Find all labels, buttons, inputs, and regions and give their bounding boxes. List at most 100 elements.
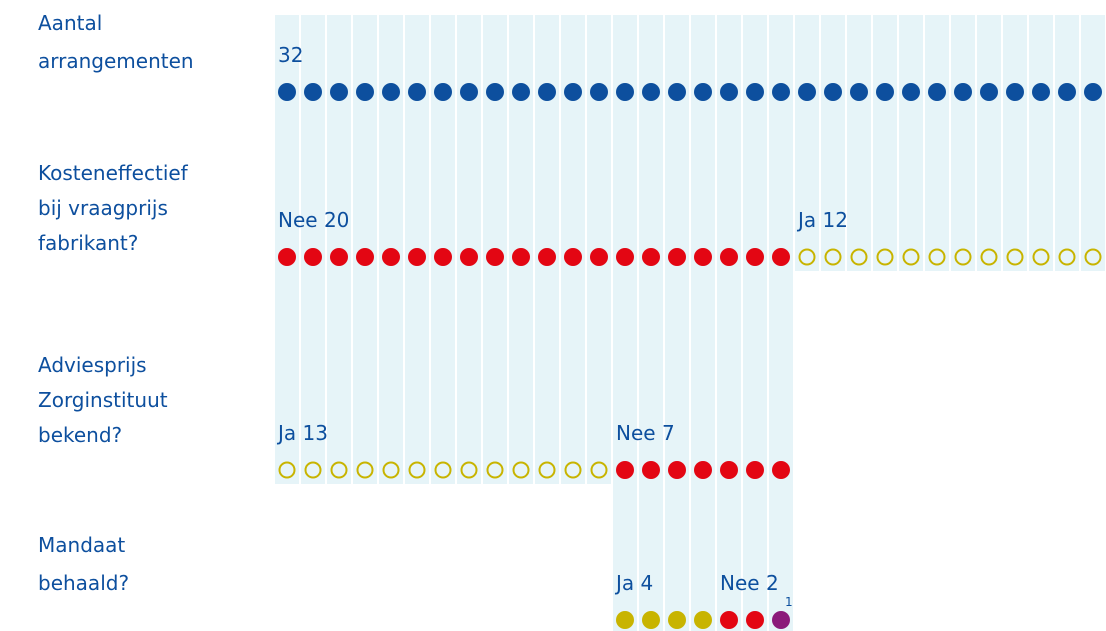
dot: [460, 248, 478, 266]
dot: [1006, 83, 1024, 101]
group-name: Nee: [616, 421, 656, 445]
dot: [304, 83, 322, 101]
dot: [1006, 248, 1024, 266]
row-label: Aantal: [38, 11, 102, 35]
dot: [434, 248, 452, 266]
dot: [304, 461, 322, 479]
dot: [746, 83, 764, 101]
dot: [824, 83, 842, 101]
dot: [850, 83, 868, 101]
dot: [928, 248, 946, 266]
stripe: [613, 15, 637, 631]
dot: [694, 611, 712, 629]
stripe: [1003, 15, 1027, 271]
dot: [382, 248, 400, 266]
stripe: [691, 15, 715, 631]
group-count: 4: [641, 571, 654, 595]
dot: [772, 83, 790, 101]
dot: [798, 83, 816, 101]
group-count: 13: [303, 421, 328, 445]
dot: [668, 461, 686, 479]
dot: [720, 461, 738, 479]
dot: [720, 83, 738, 101]
dot: [564, 248, 582, 266]
stripe: [873, 15, 897, 271]
group-count: 7: [662, 421, 675, 445]
dot: [876, 248, 894, 266]
row-label: Adviesprijs: [38, 353, 147, 377]
dot: [980, 83, 998, 101]
dot: [954, 248, 972, 266]
dot: [408, 248, 426, 266]
stripe: [977, 15, 1001, 271]
group-label: Nee 7: [616, 421, 675, 445]
dot: [694, 248, 712, 266]
dot: [538, 83, 556, 101]
dot: [590, 83, 608, 101]
column-stripes: [275, 15, 1105, 631]
dot: [616, 461, 634, 479]
dot: [850, 248, 868, 266]
stripe: [665, 15, 689, 631]
dot: [434, 83, 452, 101]
dot: [694, 461, 712, 479]
dot: [642, 461, 660, 479]
dot: [1032, 248, 1050, 266]
group-label: Nee 2: [720, 571, 779, 595]
group-count: 2: [766, 571, 779, 595]
dot: [564, 461, 582, 479]
row-label: bekend?: [38, 423, 122, 447]
dot: [668, 611, 686, 629]
dot: [720, 611, 738, 629]
dot: [668, 248, 686, 266]
dot: [590, 461, 608, 479]
row-label: bij vraagprijs: [38, 196, 168, 220]
stripe: [743, 15, 767, 631]
group-label: Ja 12: [796, 208, 848, 232]
dot: [486, 83, 504, 101]
dot: [382, 83, 400, 101]
stripe: [847, 15, 871, 271]
dot: [304, 248, 322, 266]
stripe: [769, 15, 793, 631]
dot: [1032, 83, 1050, 101]
dot: [460, 461, 478, 479]
dot: [928, 83, 946, 101]
dot: [408, 461, 426, 479]
dot: [278, 248, 296, 266]
dot: [616, 248, 634, 266]
dot: [486, 461, 504, 479]
group-name: Ja: [614, 571, 634, 595]
dot: [616, 83, 634, 101]
dot: [564, 83, 582, 101]
dot: [330, 248, 348, 266]
dot: [278, 83, 296, 101]
group-label: Ja 13: [276, 421, 328, 445]
dot: [1084, 248, 1102, 266]
dot: [408, 83, 426, 101]
dot: [1058, 248, 1076, 266]
dot: [538, 461, 556, 479]
row-label: fabrikant?: [38, 231, 138, 255]
group-count: 1: [785, 595, 793, 609]
group-count: 32: [278, 43, 303, 67]
dot: [590, 248, 608, 266]
stripe: [925, 15, 949, 271]
dot: [668, 83, 686, 101]
dot: [772, 248, 790, 266]
stripe: [1081, 15, 1105, 271]
dot: [902, 248, 920, 266]
dot: [642, 248, 660, 266]
dot: [1084, 83, 1102, 101]
group-label: Ja 4: [614, 571, 653, 595]
dot: [876, 83, 894, 101]
group-label: 1: [785, 595, 793, 609]
stripe: [951, 15, 975, 271]
dot: [356, 461, 374, 479]
dot: [356, 83, 374, 101]
group-label: 32: [278, 43, 303, 67]
row-label: Zorginstituut: [38, 388, 168, 412]
dot: [720, 248, 738, 266]
row-label: arrangementen: [38, 49, 194, 73]
dot: [902, 83, 920, 101]
